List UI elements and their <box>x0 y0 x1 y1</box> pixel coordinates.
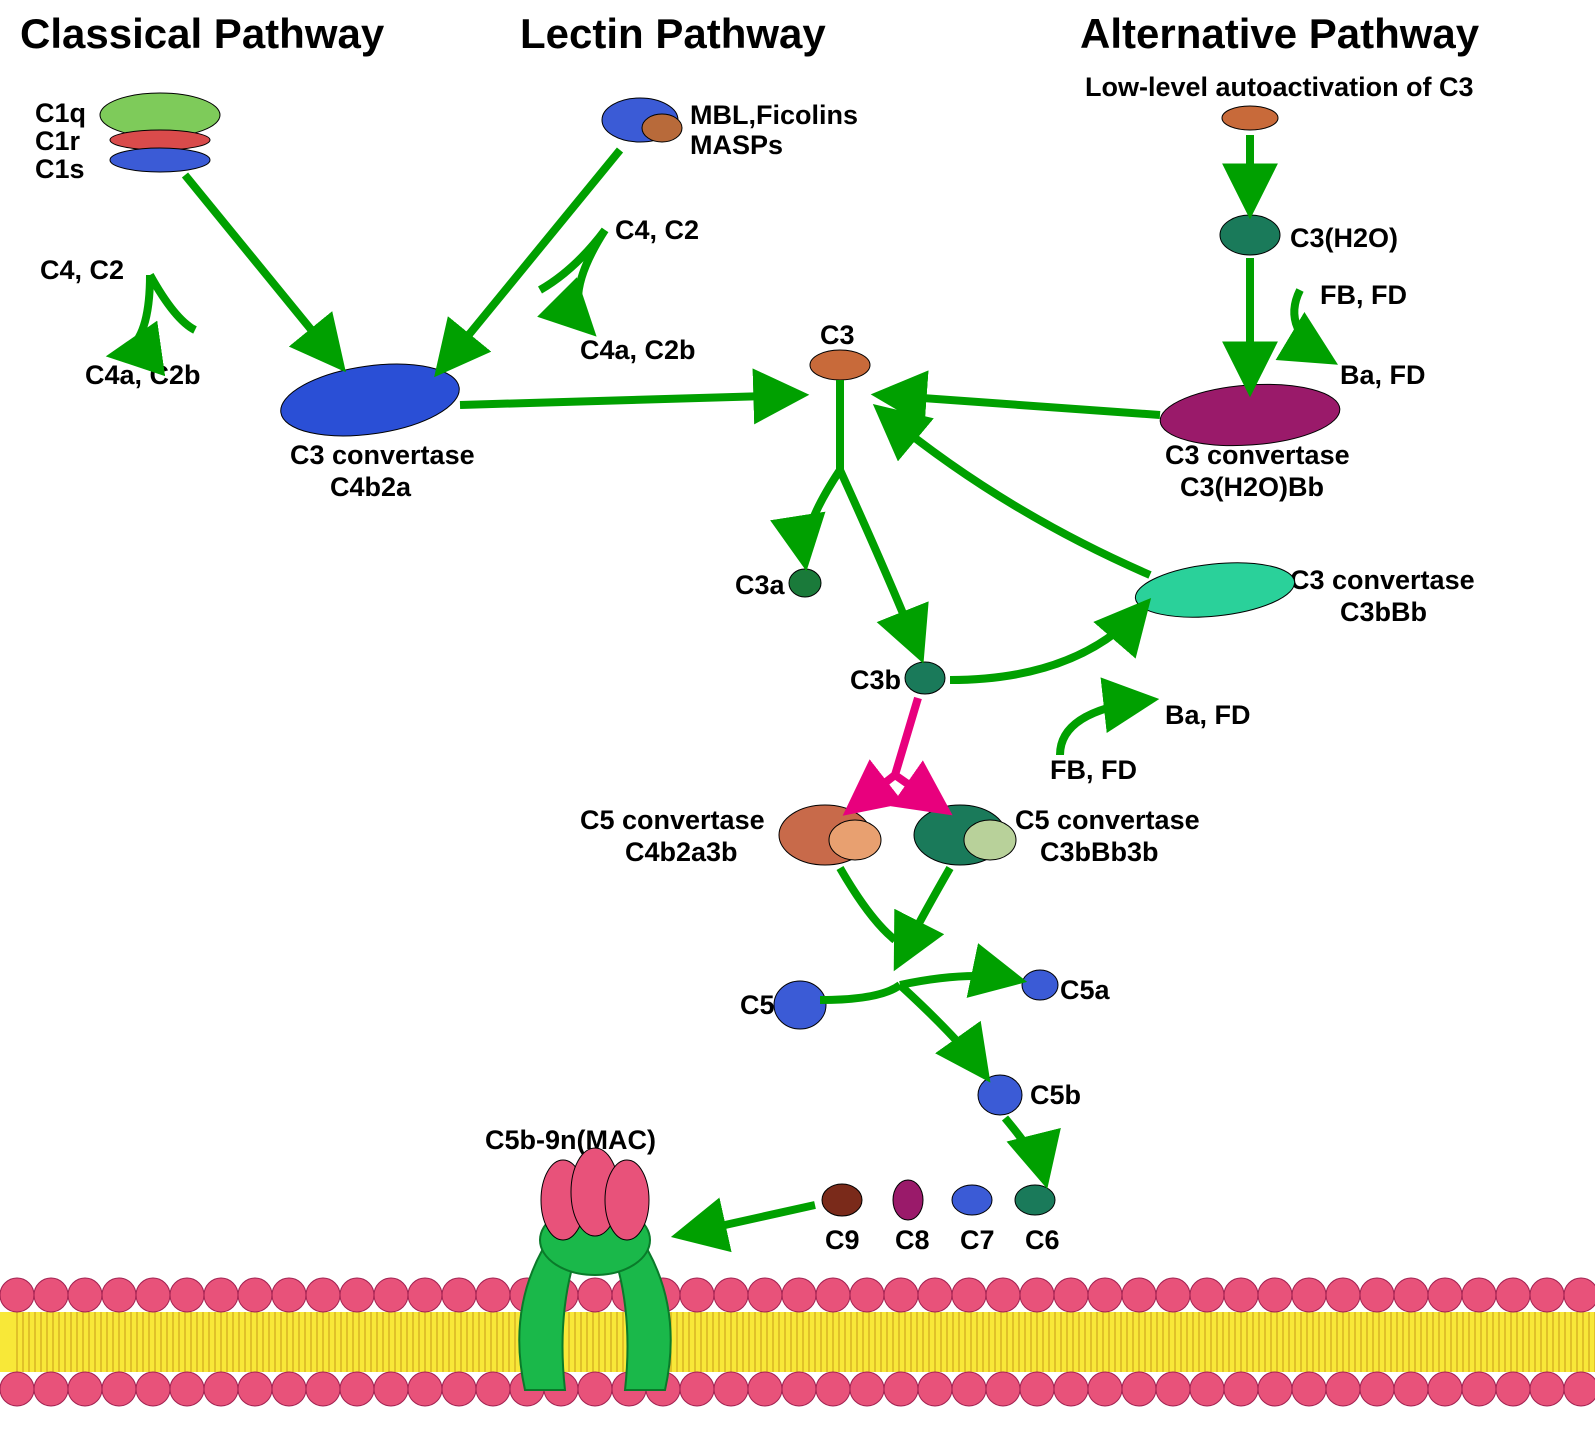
diagram-svg <box>0 0 1595 1434</box>
